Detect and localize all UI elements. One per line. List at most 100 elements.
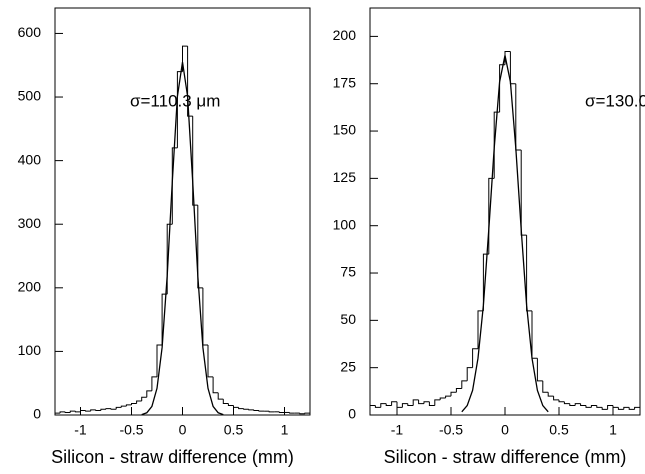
histogram-bin [385,403,392,407]
histogram-bin [542,380,549,393]
histogram-bin [187,46,193,117]
histogram-bin [536,358,543,382]
histogram-bin [243,408,249,410]
y-tick-label: 300 [18,215,42,231]
histogram-bin [202,287,208,346]
histogram-bin [391,401,397,406]
y-tick-label: 25 [340,358,356,374]
y-tick-label: 75 [340,264,356,280]
histogram-bin [54,412,61,415]
histogram-bin [156,344,163,377]
histogram-bin [253,409,259,412]
histogram-bin [248,409,254,411]
histogram-bin [74,411,81,413]
x-tick-label: -0.5 [439,422,463,438]
y-tick-label: 100 [333,216,357,232]
histogram-bin [268,411,275,413]
x-axis-label: Silicon - straw difference (mm) [51,447,294,467]
histogram-bin [299,413,305,415]
histogram-bin [80,410,86,412]
histogram-bin [617,407,624,410]
histogram-bin [418,399,424,405]
histogram-bin [125,404,132,407]
histogram-bin [304,412,311,415]
histogram-bin [258,410,265,412]
x-tick-label: -0.5 [119,422,143,438]
histogram-bin [380,403,387,408]
histogram-bin [197,205,203,289]
histogram-bin [601,407,608,410]
histogram-bin [574,403,581,406]
histogram-bin [515,83,522,151]
y-tick-label: 200 [18,279,42,295]
histogram-bin [428,401,435,407]
histogram-bin [466,367,473,381]
histogram-bin [151,376,157,391]
histogram-bin [412,399,419,406]
histogram-bin [105,408,112,410]
histogram-bin [85,410,91,412]
y-tick-label: 175 [333,74,357,90]
histogram-bin [146,390,152,398]
histogram-bin [131,403,137,405]
histogram-bin [100,408,106,411]
histogram-bin [472,348,478,368]
histogram-bin [374,405,381,408]
y-tick-label: 0 [348,406,356,422]
y-tick-label: 500 [18,88,42,104]
histogram-bin [120,405,127,408]
histogram-bin [634,406,641,415]
x-tick-label: -1 [391,422,404,438]
histogram-bin [499,64,505,113]
histogram-bin [212,376,219,394]
y-tick-label: 200 [333,27,357,43]
x-tick-label: 0.5 [549,422,569,438]
histogram-bin [396,401,403,408]
histogram-bin [64,411,71,413]
x-tick-label: 0.5 [224,422,244,438]
fit-curve [461,55,549,413]
histogram-bin [407,403,414,407]
histogram-bin [455,387,462,393]
histogram-bin [569,403,576,407]
fit-curve [141,61,224,416]
histogram-bin [623,406,630,410]
histogram-bin [95,409,101,412]
histogram-bin [423,401,430,404]
histogram-bin [590,405,597,408]
histogram-bin [289,412,295,414]
y-tick-label: 0 [33,406,41,422]
histogram-bin [136,400,142,404]
histogram-bin [520,149,527,236]
histogram-bin [612,405,619,408]
annotation: σ=130.0 μm [585,91,645,110]
histogram-bin [477,310,484,349]
histogram-bin [628,407,635,410]
histogram-bin [59,411,66,414]
histogram-bin [445,395,451,398]
histogram-bin [171,147,178,225]
histogram-bin [607,405,613,410]
histogram-bin [461,380,468,389]
histogram-bin [504,51,511,65]
histogram-bin [227,403,234,406]
y-tick-label: 400 [18,151,42,167]
histogram-bin [558,399,565,403]
histogram-bin [69,410,76,413]
histogram-bin [526,235,532,312]
x-tick-label: -1 [74,422,87,438]
plot-frame [369,7,641,416]
histogram-bin [233,405,239,408]
histogram-bin [141,396,147,402]
histogram-bin [110,408,117,410]
histogram-bin [439,397,446,400]
histogram-bin [563,401,570,405]
histogram-bin [434,399,441,406]
histogram-bin [207,345,214,378]
annotation: σ=110.3 μm [130,91,220,110]
y-tick-label: 50 [340,311,356,327]
histogram-bin [369,405,376,415]
histogram-bin [90,409,96,412]
histogram-bin [278,411,285,413]
